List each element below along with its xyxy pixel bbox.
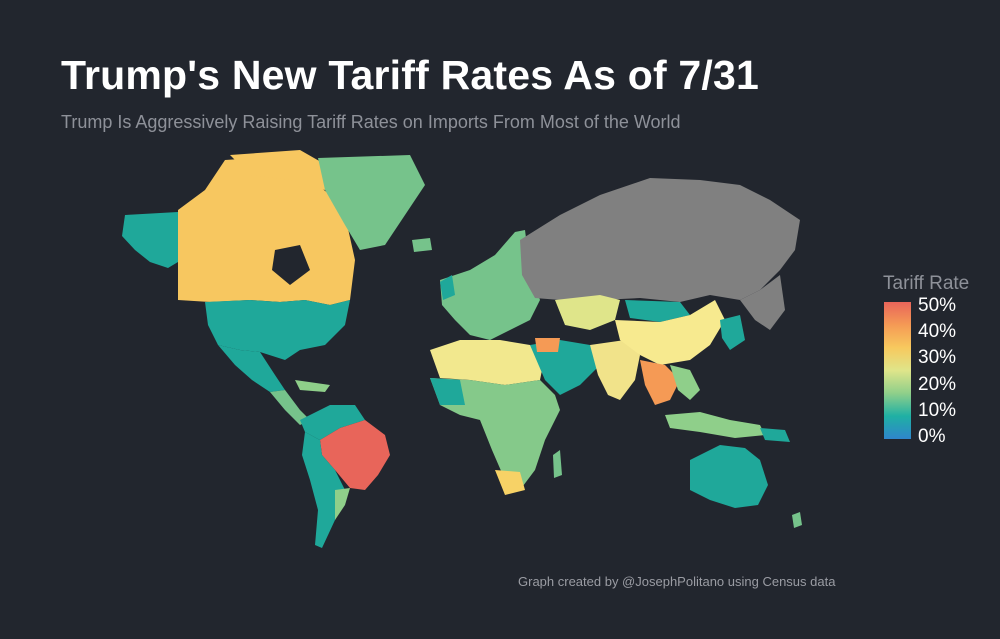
south-america-west [302,432,345,548]
australia-region [690,445,768,508]
mexico-region [218,345,285,392]
europe-region [440,230,540,340]
papua-new-guinea [760,428,790,442]
russia-far-east [740,275,785,330]
caribbean [295,380,330,392]
source-caption: Graph created by @JosephPolitano using C… [518,574,836,589]
chart-subtitle: Trump Is Aggressively Raising Tariff Rat… [61,112,681,132]
new-zealand [792,512,802,528]
southeast-asia-region [640,360,680,405]
vietnam-philippines [670,365,700,400]
west-africa [430,378,465,405]
korea-japan [720,315,745,350]
greenland-region [318,155,425,250]
iceland [412,238,432,252]
legend-tick-20: 20% [918,374,957,395]
canada-islands [230,150,335,190]
madagascar [553,450,562,478]
kazakhstan-region [555,295,620,330]
china-region [615,300,725,365]
canada-region [178,158,355,305]
legend-tick-30: 30% [918,347,957,368]
brazil-region [320,420,390,490]
legend-tick-40: 40% [918,321,957,342]
syria-iraq [535,338,560,352]
india-region [590,340,640,400]
africa-region [430,378,560,490]
mongolia [625,300,690,322]
south-america-north [300,405,365,440]
uk [440,275,455,300]
alaska-region [122,212,178,268]
argentina [335,488,350,520]
central-america [270,390,310,425]
usa-region [205,300,350,360]
middle-east-region [530,340,600,395]
russia-region [520,178,800,302]
chart-title: Trump's New Tariff Rates As of 7/31 [61,52,759,98]
south-africa-region [495,470,525,495]
legend-title: Tariff Rate [883,273,970,294]
legend-color-bar [884,302,911,439]
north-africa-region [430,340,545,385]
legend-tick-50: 50% [918,295,957,316]
hudson-bay [272,245,310,285]
legend-tick-10: 10% [918,400,957,421]
indonesia-region [665,412,765,438]
legend-tick-0: 0% [918,426,946,447]
